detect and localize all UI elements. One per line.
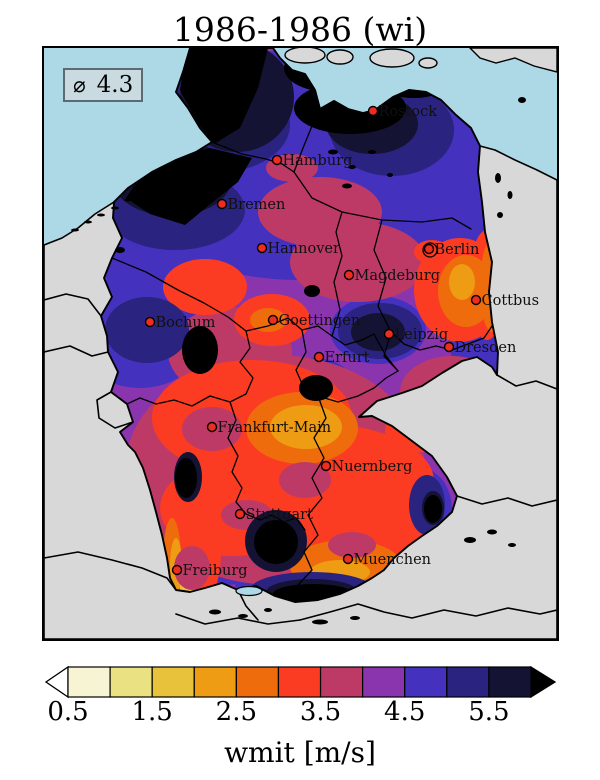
city-label: Hannover	[268, 241, 340, 257]
colorbar-cell	[277, 666, 322, 698]
germany-border-line	[100, 48, 499, 603]
colorbar-over-arrow	[530, 665, 557, 699]
city-label: Hamburg	[283, 153, 353, 169]
city-label: Magdeburg	[355, 268, 440, 284]
colorbar-cell	[446, 666, 490, 698]
city-label: Erfurt	[325, 350, 370, 366]
city-dot	[342, 553, 354, 565]
mean-value-box: ⌀ 4.3	[63, 68, 144, 102]
city-dot	[320, 460, 332, 472]
city-label: Berlin	[435, 242, 480, 258]
colorbar-tick: 3.5	[299, 697, 342, 727]
mean-value: 4.3	[96, 72, 134, 98]
colorbar-tick: 1.5	[131, 697, 173, 727]
city-dot	[367, 105, 379, 117]
colorbar-cell	[193, 666, 237, 698]
city-label: Dresden	[455, 340, 517, 356]
city-dot	[206, 421, 218, 433]
colorbar-cell	[488, 666, 532, 698]
colorbar-cell	[362, 666, 406, 698]
city-dot	[443, 341, 455, 353]
city-label: Rostock	[379, 104, 438, 120]
colorbar-cell	[235, 666, 280, 698]
city-label: Nuernberg	[332, 459, 413, 475]
colorbar-tick: 2.5	[215, 697, 258, 727]
city-dot	[383, 328, 395, 340]
colorbar-tick: 4.5	[384, 697, 426, 727]
colorbar-cell	[109, 666, 153, 698]
city-label: Bremen	[228, 197, 286, 213]
map-canvas: Rostock Hamburg Bremen Hannover Berlin Magdeb…	[44, 48, 557, 639]
colorbar-tick: 0.5	[47, 697, 89, 727]
city-label: Cottbus	[482, 293, 540, 309]
colorbar	[44, 665, 557, 699]
city-markers: Rostock Hamburg Bremen Hannover Berlin Magdeb…	[144, 104, 540, 579]
colorbar-tick: 5.5	[468, 697, 510, 727]
diameter-mean-icon: ⌀	[73, 73, 86, 97]
country-borders	[44, 293, 557, 625]
city-dot	[313, 351, 325, 363]
city-label: Bochum	[156, 315, 216, 331]
colorbar-label: wmit [m/s]	[224, 736, 376, 769]
city-label: Goettingen	[279, 313, 361, 329]
city-dot	[256, 242, 268, 254]
city-dot	[423, 243, 435, 255]
city-label: Stuttgart	[246, 507, 314, 523]
city-dot	[271, 154, 283, 166]
colorbar-cell	[67, 666, 111, 698]
city-label: Frankfurt-Main	[218, 420, 332, 436]
city-dot	[171, 564, 183, 576]
state-borders	[111, 108, 493, 601]
lake-constance	[235, 585, 263, 597]
city-label: Leipzig	[395, 327, 449, 343]
city-dot	[216, 198, 228, 210]
city-dot	[343, 269, 355, 281]
city-dot	[234, 508, 246, 520]
city-label: Freiburg	[183, 563, 248, 579]
city-dot	[144, 316, 156, 328]
colorbar-cell	[151, 666, 195, 698]
colorbar-cell	[319, 666, 364, 698]
colorbar-under-arrow	[44, 665, 69, 699]
city-label: Muenchen	[354, 552, 431, 568]
island-lake-specks	[71, 97, 526, 625]
contour-field	[101, 48, 498, 602]
city-dot	[267, 314, 279, 326]
germany-wind-map: Rostock Hamburg Bremen Hannover Berlin Magdeb…	[42, 46, 559, 641]
colorbar-cell	[404, 666, 448, 698]
plot-title: 1986-1986 (wi)	[172, 10, 428, 49]
city-dot	[470, 294, 482, 306]
